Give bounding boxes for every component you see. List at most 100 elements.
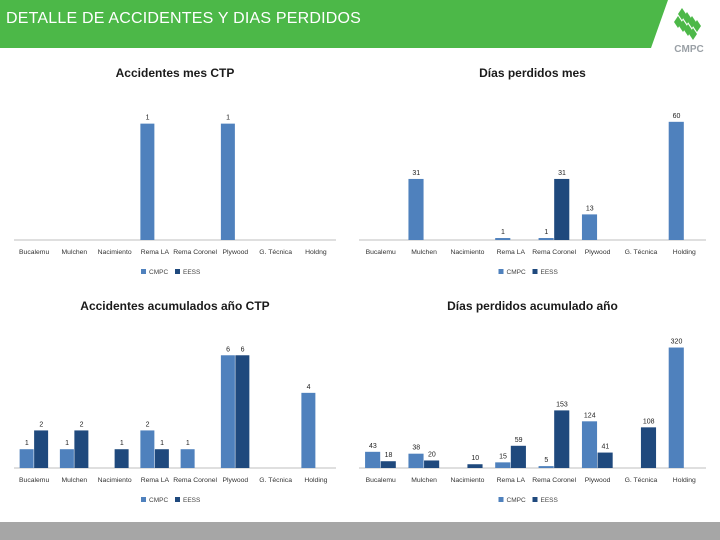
bar-eess — [467, 464, 483, 468]
legend-label: CMPC — [507, 269, 526, 276]
bar-eess — [510, 445, 526, 468]
bar-cmpc — [59, 449, 74, 468]
category-label: Bucalemu — [366, 249, 396, 256]
category-label: Mulchen — [411, 249, 437, 256]
data-label: 320 — [671, 339, 683, 346]
category-label: Rema LA — [141, 249, 170, 256]
category-label: Plywood — [223, 477, 249, 484]
chart-accidentes-mes: Accidentes mes CTP Bucalemu Mulchen Nacimi… — [10, 62, 340, 284]
data-label: 31 — [412, 170, 420, 177]
bar-cmpc — [140, 430, 155, 468]
legend-swatch — [141, 497, 146, 502]
legend-swatch — [141, 269, 146, 274]
data-label: 1 — [501, 229, 505, 236]
category-label: G. Técnica — [259, 477, 292, 484]
cmpc-logo-icon — [674, 8, 701, 40]
legend-label: EESS — [541, 269, 559, 276]
legend-label: CMPC — [149, 497, 168, 504]
category-label: Rema Coronel — [532, 477, 576, 484]
bar-cmpc — [668, 121, 684, 240]
bar-eess — [235, 355, 250, 468]
category-label: G. Técnica — [625, 249, 658, 256]
legend-label: EESS — [541, 497, 559, 504]
chart-plot: 1 2 Bucalemu 1 2 Mulchen 1 Nacimiento 2 1 Rema LA 1… — [14, 346, 336, 504]
chart-title: Accidentes acumulados año CTP — [80, 299, 270, 313]
category-label: Bucalemu — [19, 477, 49, 484]
chart-title: Días perdidos acumulado año — [447, 299, 618, 313]
bar-cmpc — [301, 392, 316, 468]
header: DETALLE DE ACCIDENTES Y DIAS PERDIDOS — [0, 0, 720, 48]
data-label: 13 — [586, 205, 594, 212]
data-label: 153 — [556, 401, 568, 408]
data-label: 10 — [471, 455, 479, 462]
bar-cmpc — [495, 238, 511, 240]
legend-swatch — [175, 269, 180, 274]
category-label: Mulchen — [411, 477, 437, 484]
bar-eess — [114, 449, 129, 468]
footer-bar — [0, 522, 720, 540]
category-label: Rema LA — [497, 477, 526, 484]
category-label: Plywood — [585, 477, 611, 484]
bar-eess — [597, 452, 613, 468]
data-label: 5 — [544, 457, 548, 464]
bar-cmpc — [140, 123, 155, 240]
chart-title: Accidentes mes CTP — [115, 66, 235, 80]
bar-cmpc — [365, 451, 381, 468]
bar-cmpc — [538, 238, 554, 240]
data-label: 1 — [120, 440, 124, 447]
data-label: 1 — [544, 229, 548, 236]
chart-dias-perdidos-mes: Días perdidos mes Bucalemu 31 Mulchen Nacim… — [355, 62, 710, 284]
bar-eess — [640, 427, 657, 468]
category-label: Rema Coronel — [532, 249, 576, 256]
header-bar — [0, 0, 668, 48]
data-label: 1 — [226, 115, 230, 122]
category-label: Plywood — [223, 249, 249, 256]
bar-cmpc — [220, 355, 235, 468]
legend-swatch — [498, 497, 504, 502]
category-label: Rema Coronel — [173, 477, 217, 484]
bar-cmpc — [581, 214, 598, 240]
category-label: Mulchen — [62, 249, 88, 256]
legend-swatch — [498, 269, 504, 274]
bar-cmpc — [220, 123, 235, 240]
category-label: Holdng — [305, 249, 327, 256]
category-label: G. Técnica — [625, 477, 658, 484]
chart-plot: Bucalemu Mulchen Nacimiento 1 Rema LA Rema Co… — [14, 115, 336, 276]
data-label: 18 — [385, 452, 393, 459]
category-label: Plywood — [585, 249, 611, 256]
category-label: Holding — [673, 477, 696, 484]
data-label: 20 — [428, 451, 436, 458]
bar-cmpc — [180, 449, 195, 468]
bar-cmpc — [668, 347, 684, 468]
legend-label: CMPC — [507, 497, 526, 504]
legend-label: CMPC — [149, 269, 168, 276]
bar-cmpc — [538, 466, 554, 468]
data-label: 2 — [39, 421, 43, 428]
category-label: Bucalemu — [366, 477, 396, 484]
category-label: Holding — [673, 249, 696, 256]
legend-swatch — [175, 497, 180, 502]
data-label: 31 — [558, 170, 566, 177]
bar-eess — [154, 449, 169, 468]
category-label: G. Técnica — [259, 249, 292, 256]
chart-title: Días perdidos mes — [479, 66, 586, 80]
data-label: 1 — [65, 440, 69, 447]
category-label: Nacimiento — [98, 249, 132, 256]
category-label: Bucalemu — [19, 249, 49, 256]
chart-accidentes-acumulados: Accidentes acumulados año CTP 1 2 Bucalemu… — [10, 296, 340, 512]
cmpc-logo: CMPC — [666, 4, 712, 60]
data-label: 41 — [601, 444, 609, 451]
data-label: 38 — [412, 445, 420, 452]
data-label: 43 — [369, 443, 377, 450]
category-label: Rema LA — [497, 249, 526, 256]
legend-label: EESS — [183, 269, 201, 276]
category-label: Nacimiento — [450, 477, 484, 484]
data-label: 60 — [673, 113, 681, 120]
data-label: 1 — [146, 115, 150, 122]
data-label: 15 — [499, 453, 507, 460]
bar-eess — [74, 430, 89, 468]
data-label: 1 — [160, 440, 164, 447]
cmpc-logo-text: CMPC — [674, 44, 704, 55]
bar-eess — [34, 430, 49, 468]
bar-cmpc — [19, 449, 34, 468]
